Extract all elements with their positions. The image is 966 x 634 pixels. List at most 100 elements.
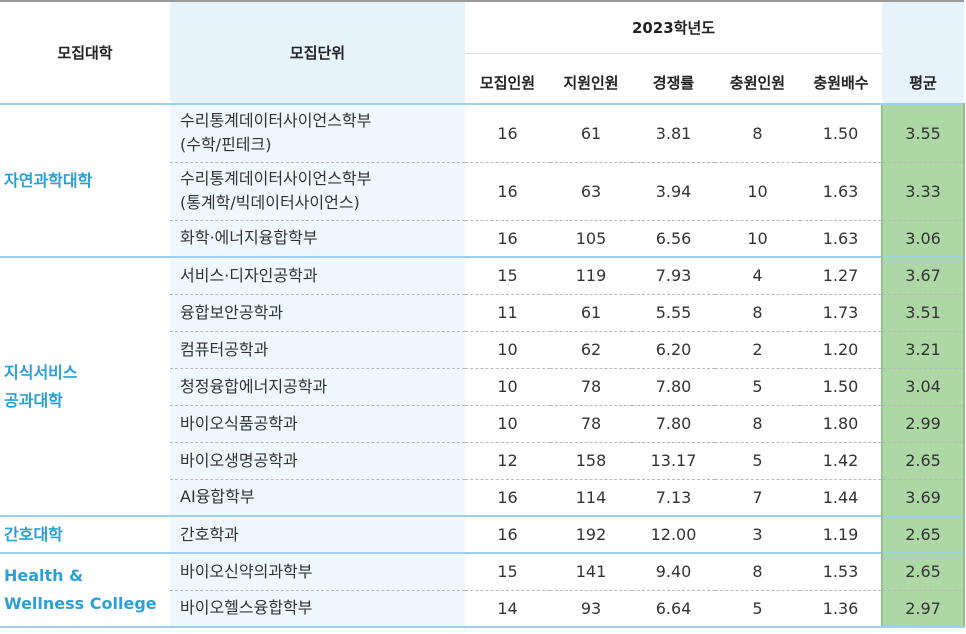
college-cell: 간호대학 xyxy=(0,515,170,554)
value-cell: 10 xyxy=(465,367,550,405)
value-cell: 78 xyxy=(550,404,632,442)
table-row: 컴퓨터공학과 10 62 6.20 2 1.20 3.21 xyxy=(0,330,966,368)
text-line: (통계학/빅데이터사이언스) xyxy=(180,193,360,212)
average-cell: 3.69 xyxy=(881,478,966,516)
value-cell: 1.73 xyxy=(800,293,883,331)
table-row: 융합보안공학과 11 61 5.55 8 1.73 3.51 xyxy=(0,293,966,331)
value-cell: 62 xyxy=(550,330,632,368)
value-cell: 7.93 xyxy=(632,256,715,294)
header-row: 모집인원 지원인원 경쟁률 충원인원 충원배수 평균 xyxy=(0,53,965,104)
value-cell: 1.42 xyxy=(800,441,883,479)
value-cell: 61 xyxy=(550,103,632,162)
table-row: 바이오생명공학과 12 158 13.17 5 1.42 2.65 xyxy=(0,441,966,479)
unit-cell: 서비스·디자인공학과 xyxy=(170,256,465,294)
table-row: Health & Wellness College 바이오신약의과학부 15 141 9.… xyxy=(0,552,966,628)
text-line: AI융합학부 xyxy=(180,487,255,507)
average-cell: 3.06 xyxy=(881,219,966,257)
value-cell: 7.80 xyxy=(632,367,715,405)
value-cell: 4 xyxy=(715,256,800,294)
text-line: 자연과학대학 xyxy=(4,170,93,190)
value-cell: 15 xyxy=(465,256,550,294)
value-cell: 7.13 xyxy=(632,478,715,516)
table-header: 모집대학 모집단위 2023학년도 모집인원 지원인원 경쟁률 충원인원 충원배수 평균 xyxy=(0,0,965,104)
value-cell: 6.20 xyxy=(632,330,715,368)
value-cell: 10 xyxy=(715,219,800,257)
value-cell: 16 xyxy=(465,103,550,162)
table-row: 화학·에너지융합학부 16 105 6.56 10 1.63 3.06 xyxy=(0,219,966,257)
header-cell: 모집인원 xyxy=(479,73,536,92)
unit-cell: 컴퓨터공학과 xyxy=(170,330,465,368)
value-cell: 5.55 xyxy=(632,293,715,331)
average-cell: 2.65 xyxy=(881,515,966,553)
average-cell: 2.99 xyxy=(881,404,966,442)
text-line: 바이오신약의과학부 xyxy=(180,561,313,581)
value-cell: 63 xyxy=(550,161,632,220)
text-line: 수리통계데이터사이언스학부 xyxy=(180,111,372,131)
value-cell: 1.63 xyxy=(800,219,883,257)
value-cell: 5 xyxy=(715,589,800,628)
average-cell: 3.51 xyxy=(881,293,966,331)
header-cell: 모집단위 xyxy=(170,0,465,104)
value-cell: 16 xyxy=(465,515,550,553)
table-row: 청정융합에너지공학과 10 78 7.80 5 1.50 3.04 xyxy=(0,367,966,405)
average-cell: 3.55 xyxy=(881,103,966,162)
unit-cell: AI융합학부 xyxy=(170,478,465,516)
value-cell: 1.44 xyxy=(800,478,883,516)
value-cell: 105 xyxy=(550,219,632,257)
value-cell: 8 xyxy=(715,293,800,331)
table-row: 바이오헬스융합학부 14 93 6.64 5 1.36 2.97 xyxy=(0,589,966,628)
value-cell: 3.94 xyxy=(632,161,715,220)
header-cell: 2023학년도 xyxy=(465,0,883,54)
value-cell: 93 xyxy=(550,589,632,628)
value-cell: 8 xyxy=(715,103,800,162)
value-cell: 10 xyxy=(465,404,550,442)
header-cell: 충원인원 xyxy=(729,73,786,92)
value-cell: 11 xyxy=(465,293,550,331)
value-cell: 14 xyxy=(465,589,550,628)
value-cell: 5 xyxy=(715,367,800,405)
average-cell: 3.33 xyxy=(881,161,966,220)
header-cell xyxy=(882,0,965,53)
value-cell: 1.50 xyxy=(800,367,883,405)
value-cell: 1.36 xyxy=(800,589,883,628)
text-line: 바이오식품공학과 xyxy=(180,413,298,433)
text-line: (수학/핀테크) xyxy=(180,135,272,155)
value-cell: 16 xyxy=(465,161,550,220)
unit-cell: 바이오신약의과학부 xyxy=(170,552,465,590)
text-line: 바이오헬스융합학부 xyxy=(180,598,313,618)
text-line: Health & xyxy=(4,566,84,585)
value-cell: 1.20 xyxy=(800,330,883,368)
value-cell: 3 xyxy=(715,515,800,553)
header-cell: 지원인원 xyxy=(563,73,619,92)
average-cell: 2.65 xyxy=(881,441,966,479)
text-line: 지식서비스 xyxy=(4,362,78,382)
college-cell: 지식서비스 공과대학 xyxy=(0,256,170,517)
value-cell: 12 xyxy=(465,441,550,479)
header-cell: 모집대학 xyxy=(0,0,170,104)
text-line: 청정융합에너지공학과 xyxy=(180,376,328,396)
value-cell: 7.80 xyxy=(632,404,715,442)
value-cell: 8 xyxy=(715,404,800,442)
average-cell: 3.67 xyxy=(881,256,966,294)
value-cell: 12.00 xyxy=(632,515,715,553)
value-cell: 10 xyxy=(715,161,800,220)
value-cell: 119 xyxy=(550,256,632,294)
value-cell: 3.81 xyxy=(632,103,715,162)
value-cell: 1.19 xyxy=(800,515,883,553)
value-cell: 16 xyxy=(465,478,550,516)
value-cell: 6.56 xyxy=(632,219,715,257)
average-cell: 3.21 xyxy=(881,330,966,368)
value-cell: 10 xyxy=(465,330,550,368)
value-cell: 8 xyxy=(715,552,800,590)
text-line: 간호대학 xyxy=(4,524,63,544)
value-cell: 5 xyxy=(715,441,800,479)
college-cell: Health & Wellness College xyxy=(0,552,170,628)
text-line: Wellness College xyxy=(4,594,157,613)
text-line: 컴퓨터공학과 xyxy=(180,339,269,359)
value-cell: 2 xyxy=(715,330,800,368)
value-cell: 1.50 xyxy=(800,103,883,162)
unit-cell: 화학·에너지융합학부 xyxy=(170,219,465,257)
unit-cell: 바이오헬스융합학부 xyxy=(170,589,465,628)
value-cell: 1.80 xyxy=(800,404,883,442)
